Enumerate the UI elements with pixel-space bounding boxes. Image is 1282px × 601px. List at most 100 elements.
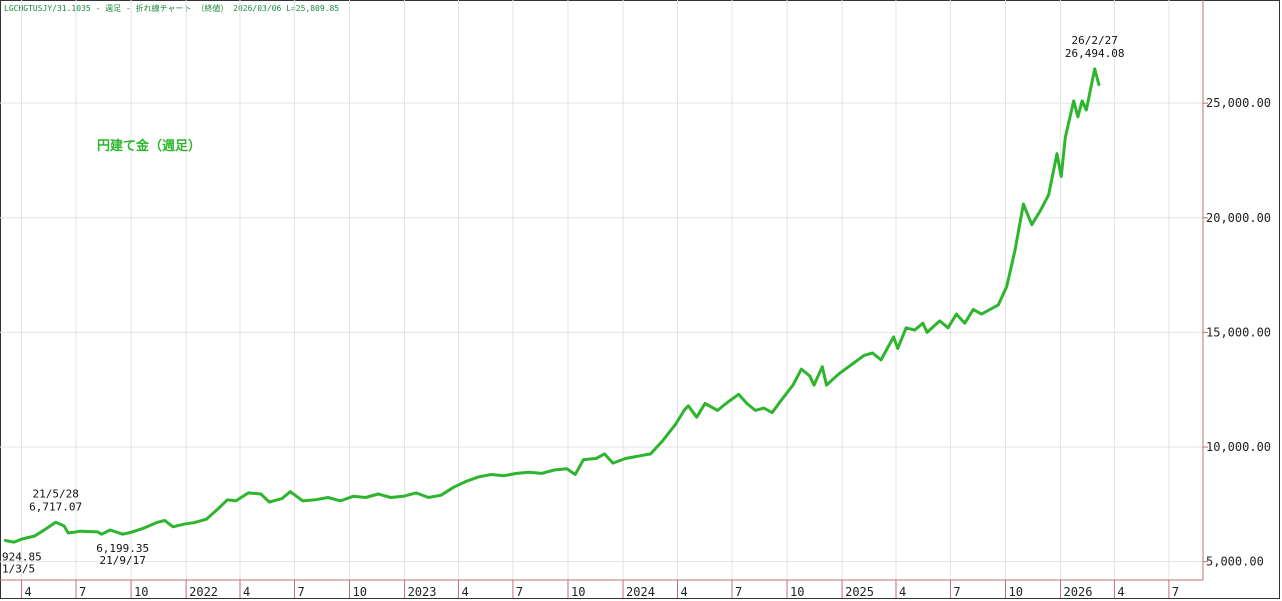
y-tick-label: 5,000.00 xyxy=(1206,555,1264,569)
annotation-label: 21/5/28 xyxy=(32,487,78,500)
series-point xyxy=(553,468,556,472)
series-point xyxy=(1093,67,1096,71)
series-point xyxy=(280,497,284,500)
series-point xyxy=(527,471,531,474)
series-point xyxy=(988,308,992,311)
series-point xyxy=(163,519,166,522)
series-point xyxy=(770,411,774,414)
series-point xyxy=(259,492,263,496)
series-point xyxy=(946,326,950,329)
series-point xyxy=(540,472,543,475)
x-axis-ticks: 4 7 10 2022 4 7 10 2023 4 7 10 2024 4 7 10 2025 4 7 10 2026… xyxy=(21,580,1179,599)
series-point xyxy=(892,335,895,339)
series-point xyxy=(808,374,811,378)
x-tick-label: 4 xyxy=(243,585,250,599)
series-point xyxy=(574,473,577,476)
series-point xyxy=(1080,99,1084,103)
series-point xyxy=(1085,108,1088,112)
series-point xyxy=(364,496,367,499)
series-point xyxy=(980,312,983,316)
series-point xyxy=(62,524,66,528)
series-point xyxy=(762,406,765,410)
series-point xyxy=(414,491,418,495)
series-point xyxy=(465,480,468,483)
series-point xyxy=(582,458,585,461)
y-tick-label: 15,000.00 xyxy=(1206,325,1271,339)
x-tick-label: 7 xyxy=(735,585,742,599)
x-tick-label: 10 xyxy=(134,585,148,599)
series-point xyxy=(452,486,455,489)
series-point xyxy=(129,531,133,534)
series-point xyxy=(791,383,795,387)
series-point xyxy=(100,533,103,536)
series-point xyxy=(121,533,124,536)
series-point xyxy=(1064,136,1067,139)
series-point xyxy=(921,322,925,325)
series-point xyxy=(477,475,480,478)
x-tick-label: 4 xyxy=(25,585,32,599)
series-point xyxy=(850,363,853,366)
y-axis-ticks: 5,000.00 10,000.00 15,000.00 20,000.00 25,00… xyxy=(1203,96,1271,569)
series-point xyxy=(389,496,392,499)
series-point xyxy=(611,461,615,465)
series-point xyxy=(863,354,866,357)
series-point xyxy=(879,358,883,362)
series-point xyxy=(515,472,518,475)
series-point xyxy=(234,499,237,503)
series-point xyxy=(326,496,330,499)
x-tick-label: 7 xyxy=(79,585,86,599)
series-point xyxy=(247,491,250,495)
series-point xyxy=(502,474,506,477)
series-point xyxy=(54,521,57,524)
series-point xyxy=(155,521,158,524)
annotation-label: 6,717.07 xyxy=(29,500,82,513)
series-point xyxy=(1030,223,1034,226)
series-point xyxy=(913,328,916,332)
series-title: 円建て金（週足） xyxy=(97,138,201,154)
series-point xyxy=(716,409,719,412)
series-point xyxy=(594,457,598,460)
series-point xyxy=(301,499,304,503)
y-tick-label: 20,000.00 xyxy=(1206,211,1271,225)
x-tick-label: 2025 xyxy=(845,585,874,599)
series-point xyxy=(142,527,145,530)
series-point xyxy=(351,495,355,498)
grid xyxy=(0,0,1203,580)
series-point xyxy=(490,473,493,476)
x-tick-label: 4 xyxy=(1117,585,1124,599)
y-tick-label: 10,000.00 xyxy=(1206,440,1271,454)
series-point xyxy=(636,455,640,458)
series-point xyxy=(171,525,175,528)
series-point xyxy=(268,500,271,504)
series-point xyxy=(955,312,958,316)
series-point xyxy=(1097,83,1101,86)
series-point xyxy=(20,537,24,541)
series-point xyxy=(314,498,317,501)
series-point xyxy=(997,303,1000,307)
series-point xyxy=(871,351,874,355)
series-point xyxy=(217,506,221,509)
annotation-label: 21/9/17 xyxy=(100,554,146,567)
series-point xyxy=(687,404,690,407)
series-point xyxy=(972,308,975,311)
y-tick-label: 25,000.00 xyxy=(1206,96,1271,110)
x-tick-label: 4 xyxy=(461,585,468,599)
series-point xyxy=(289,490,292,493)
series-points xyxy=(4,67,1101,544)
series-point xyxy=(565,467,568,470)
x-tick-label: 7 xyxy=(297,585,304,599)
x-tick-label: 2022 xyxy=(189,585,218,599)
series-point xyxy=(703,402,707,405)
series-point xyxy=(439,494,443,497)
x-tick-label: 2024 xyxy=(626,585,655,599)
series-point xyxy=(1039,209,1042,213)
series-point xyxy=(904,326,908,329)
x-tick-label: 10 xyxy=(571,585,585,599)
series-point xyxy=(1047,193,1050,197)
series-point xyxy=(963,322,966,325)
x-tick-label: 7 xyxy=(953,585,960,599)
series-line xyxy=(3,67,1101,544)
